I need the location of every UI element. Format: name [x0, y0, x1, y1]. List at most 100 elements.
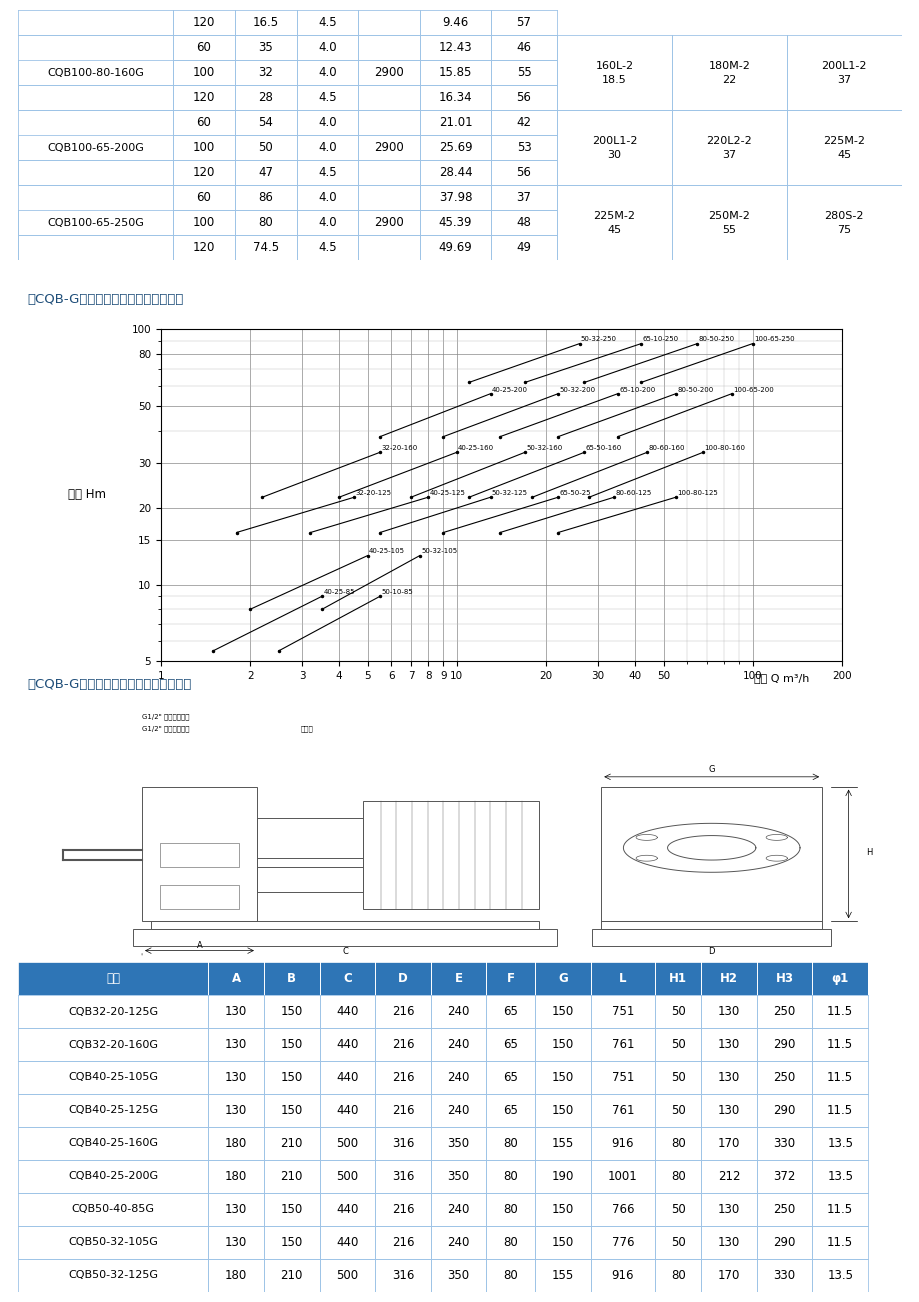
Bar: [375, 1225, 430, 1259]
Text: 65-50-160: 65-50-160: [585, 445, 621, 452]
Bar: [430, 1061, 486, 1094]
Bar: [756, 1259, 811, 1292]
Text: 200L1-2
37: 200L1-2 37: [821, 61, 866, 85]
Text: 150: 150: [551, 1072, 573, 1085]
Text: D: D: [708, 948, 714, 956]
Text: 120: 120: [192, 91, 215, 104]
Bar: [756, 962, 811, 995]
Text: 80: 80: [670, 1137, 685, 1150]
Text: 49: 49: [516, 241, 531, 254]
Text: D: D: [398, 973, 407, 986]
Text: 130: 130: [717, 1203, 739, 1216]
Text: 50-10-85: 50-10-85: [380, 590, 413, 595]
Text: 80: 80: [670, 1169, 685, 1182]
Text: 40-25-200: 40-25-200: [492, 387, 528, 393]
Text: 155: 155: [551, 1137, 573, 1150]
Bar: [654, 1094, 700, 1126]
Text: 65: 65: [503, 1005, 517, 1018]
Bar: [319, 1193, 375, 1225]
Text: 80: 80: [503, 1236, 517, 1249]
Bar: [142, 786, 256, 922]
Text: 150: 150: [551, 1038, 573, 1051]
Text: 50-32-105: 50-32-105: [421, 548, 457, 555]
Text: 150: 150: [280, 1072, 302, 1085]
Text: 130: 130: [717, 1104, 739, 1117]
Text: 50: 50: [670, 1203, 685, 1216]
Text: 55: 55: [516, 66, 531, 79]
Text: 50-32-250: 50-32-250: [580, 336, 617, 342]
Text: 100: 100: [193, 66, 215, 79]
Bar: [208, 1259, 264, 1292]
Text: 4.0: 4.0: [318, 216, 336, 229]
Bar: [535, 1126, 590, 1160]
Text: 761: 761: [611, 1038, 633, 1051]
Text: 216: 216: [391, 1038, 414, 1051]
Bar: [208, 1160, 264, 1193]
Bar: [430, 995, 486, 1029]
Text: 4.0: 4.0: [318, 191, 336, 204]
Text: 500: 500: [336, 1268, 358, 1281]
Bar: [430, 1193, 486, 1225]
Text: 210: 210: [280, 1268, 302, 1281]
Text: 4.5: 4.5: [318, 17, 336, 30]
Bar: [208, 1061, 264, 1094]
Text: 80: 80: [503, 1169, 517, 1182]
Bar: [208, 1193, 264, 1225]
Text: 37.98: 37.98: [438, 191, 471, 204]
Bar: [700, 995, 756, 1029]
Bar: [264, 1259, 319, 1292]
Text: 49.69: 49.69: [438, 241, 472, 254]
Text: 2900: 2900: [374, 216, 403, 229]
Bar: [700, 1061, 756, 1094]
Bar: [590, 1259, 654, 1292]
Text: 440: 440: [335, 1203, 358, 1216]
Bar: [18, 1225, 208, 1259]
Text: 200L1-2
30: 200L1-2 30: [591, 135, 637, 160]
Text: 80: 80: [670, 1268, 685, 1281]
Bar: [264, 1193, 319, 1225]
Bar: [700, 1029, 756, 1061]
Bar: [486, 995, 535, 1029]
Text: 212: 212: [717, 1169, 740, 1182]
Text: 100-80-160: 100-80-160: [704, 445, 744, 452]
Bar: [264, 1061, 319, 1094]
Bar: [700, 962, 756, 995]
Text: 40-25-125: 40-25-125: [429, 490, 465, 496]
Text: 150: 150: [280, 1005, 302, 1018]
Text: 160L-2
18.5: 160L-2 18.5: [595, 61, 633, 85]
Text: 130: 130: [717, 1236, 739, 1249]
Text: 500: 500: [336, 1169, 358, 1182]
Text: 440: 440: [335, 1038, 358, 1051]
Text: 50: 50: [670, 1236, 685, 1249]
Bar: [264, 1094, 319, 1126]
Text: 13.5: 13.5: [826, 1169, 852, 1182]
Text: 16.34: 16.34: [438, 91, 471, 104]
Text: 130: 130: [225, 1104, 247, 1117]
Bar: [264, 1225, 319, 1259]
Bar: [375, 1126, 430, 1160]
Text: CQB100-65-200G: CQB100-65-200G: [47, 143, 144, 152]
Text: 240: 240: [447, 1236, 470, 1249]
Bar: [590, 1029, 654, 1061]
Text: 150: 150: [280, 1236, 302, 1249]
Text: 240: 240: [447, 1038, 470, 1051]
Bar: [700, 1193, 756, 1225]
Bar: [319, 995, 375, 1029]
Text: 1001: 1001: [607, 1169, 637, 1182]
Text: 9.46: 9.46: [442, 17, 468, 30]
Bar: [811, 1225, 868, 1259]
Text: 56: 56: [516, 167, 531, 180]
Text: 150: 150: [280, 1203, 302, 1216]
Bar: [264, 962, 319, 995]
Text: 48: 48: [516, 216, 531, 229]
Bar: [375, 1061, 430, 1094]
Bar: [208, 962, 264, 995]
Text: 46: 46: [516, 42, 531, 55]
Text: 47: 47: [258, 167, 273, 180]
Text: 916: 916: [611, 1137, 633, 1150]
Bar: [486, 1029, 535, 1061]
Text: C: C: [342, 948, 347, 956]
Text: 150: 150: [551, 1236, 573, 1249]
Bar: [18, 1094, 208, 1126]
Text: CQB40-25-125G: CQB40-25-125G: [68, 1105, 158, 1116]
